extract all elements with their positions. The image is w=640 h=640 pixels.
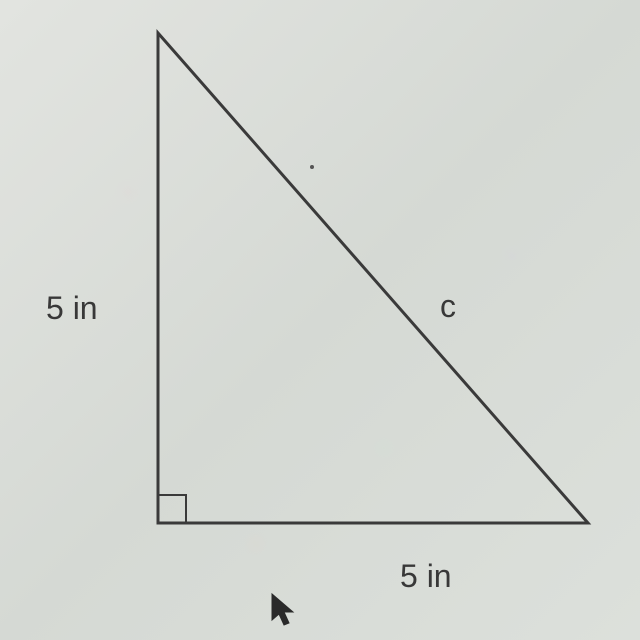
bottom-leg-label: 5 in [400, 558, 452, 595]
hypotenuse-label: c [440, 288, 456, 325]
triangle-shape [158, 33, 588, 523]
dust-speck [310, 165, 314, 169]
right-angle-marker [158, 495, 186, 523]
left-leg-label: 5 in [46, 290, 98, 327]
right-triangle-diagram [130, 25, 600, 555]
cursor-icon [270, 592, 296, 628]
